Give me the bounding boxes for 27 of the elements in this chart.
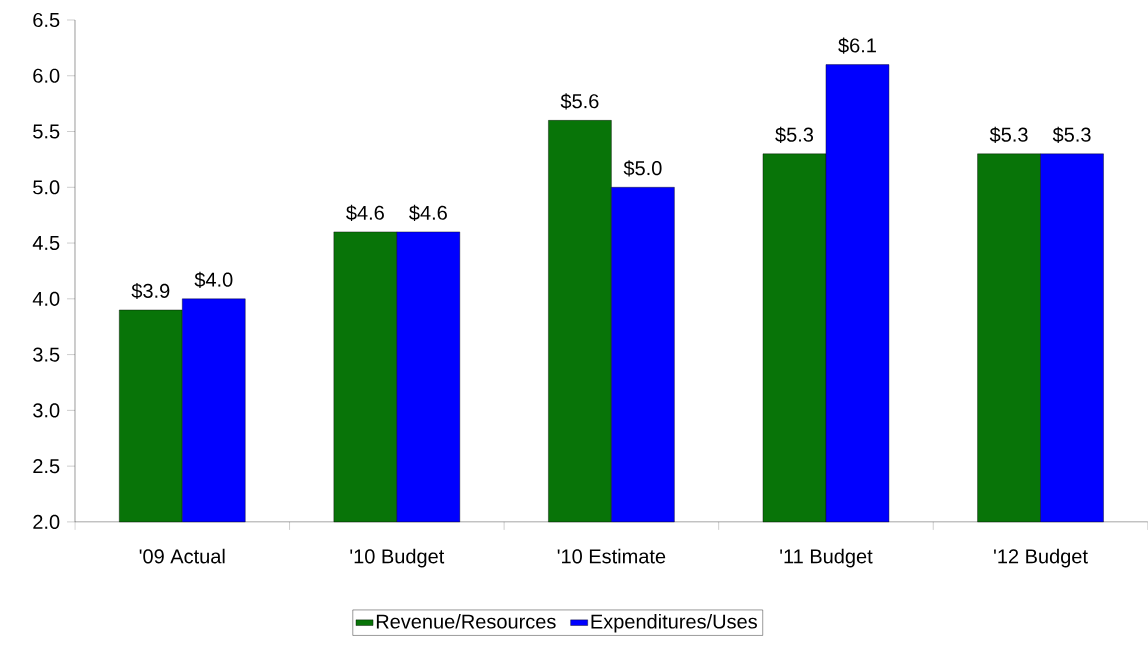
y-tick-label: 3.0 (33, 403, 60, 418)
y-tick-label: 2.0 (33, 514, 60, 530)
data-label: $4.0 (194, 271, 233, 289)
x-tick-label: '10 Budget (350, 548, 445, 568)
y-tick-label: 4.5 (32, 236, 60, 251)
x-tick-label: '10 Estimate (557, 548, 666, 564)
data-label: $5.3 (989, 126, 1028, 144)
x-tick-label: '11 Budget (780, 548, 873, 568)
y-tick-label: 2.5 (33, 459, 60, 474)
data-label: $5.6 (560, 93, 599, 110)
y-tick-label: 6.5 (33, 12, 60, 28)
data-label: $5.3 (775, 126, 814, 144)
data-label: $4.6 (346, 204, 384, 222)
x-tick-label: '09 Actual (139, 548, 225, 564)
y-tick-label: 5.0 (33, 180, 60, 195)
data-label: $6.1 (838, 37, 876, 54)
y-tick-label: 5.5 (33, 124, 60, 139)
data-label: $4.6 (409, 204, 447, 222)
data-label: $3.9 (131, 282, 170, 300)
x-tick-label: '12 Budget (994, 548, 1088, 568)
y-tick-label: 6.0 (33, 68, 60, 83)
y-tick-label: 4.0 (32, 291, 60, 306)
data-label: $5.3 (1052, 126, 1091, 144)
legend-label: Revenue/Resources (376, 614, 556, 629)
data-label: $5.0 (623, 160, 662, 177)
y-tick-label: 3.5 (33, 347, 60, 362)
legend-label: Expenditures/Uses (591, 614, 757, 633)
